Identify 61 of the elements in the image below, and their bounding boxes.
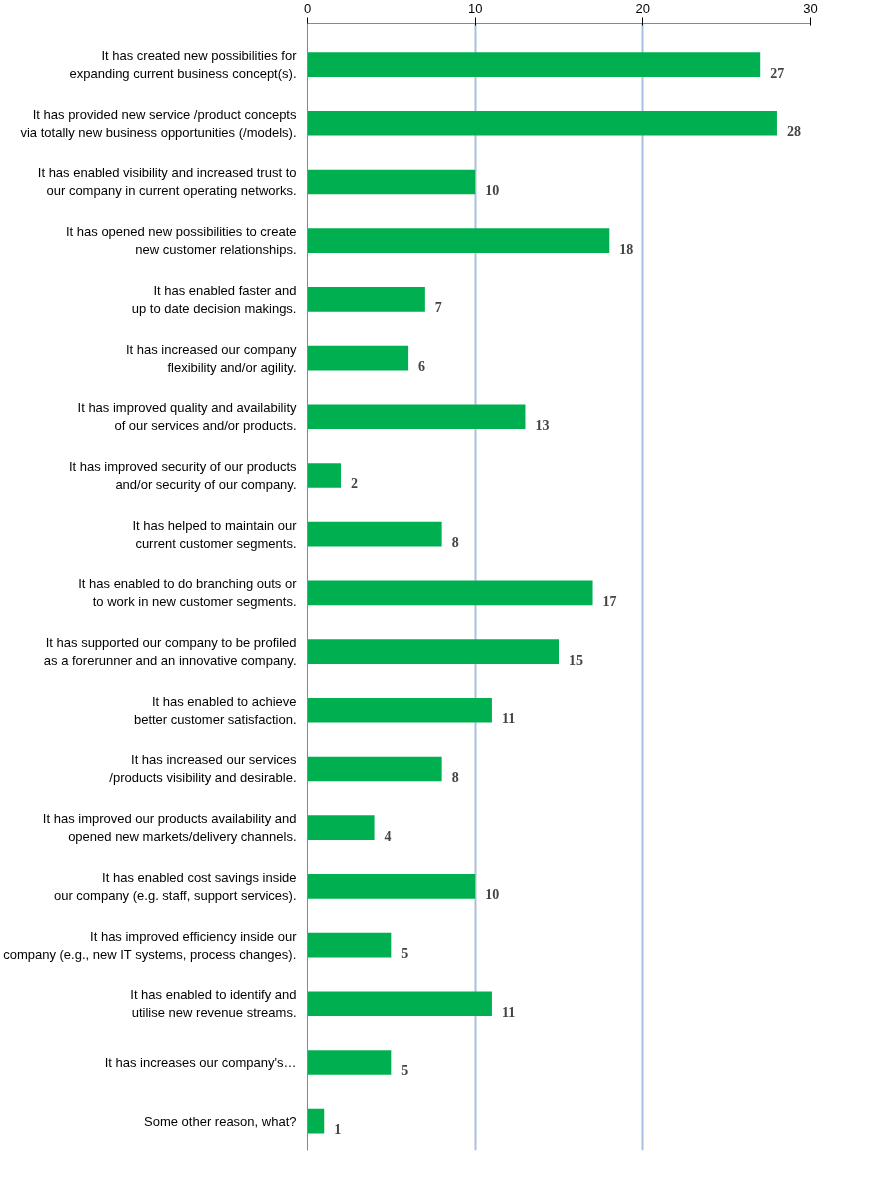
data-label: 10 (485, 182, 500, 198)
bar (307, 874, 476, 899)
y-tick-label: It has enabled to do branching outs or to work in new customer segments. (78, 576, 298, 610)
y-tick-label: It has enabled faster and up to date decision makings. (131, 282, 297, 316)
data-label: 2 (351, 476, 359, 492)
bar (307, 1108, 325, 1134)
y-tick-label: It has provided new service /product concepts via totally new business opportunities (/models). (20, 106, 297, 140)
data-label: 11 (501, 711, 516, 727)
data-label: 28 (786, 124, 801, 140)
y-tick-label: It has increased our services /products visibility and desirable. (109, 752, 297, 786)
data-label: 7 (434, 300, 442, 316)
data-label: 15 (569, 652, 583, 668)
y-tick-label: Some other reason, what? (144, 1113, 297, 1129)
y-tick-label: It has enabled visibility and increased trust to our company in current operating networks. (37, 165, 297, 199)
y-tick-label: It has improved security of our products and/or security of our company. (68, 458, 297, 492)
x-tick-label: 10 (467, 0, 483, 16)
bar (307, 815, 375, 840)
data-label: 17 (602, 593, 617, 609)
bar (307, 521, 442, 547)
bar (307, 169, 476, 195)
y-tick-label: It has opened new possibilities to create new customer relationships. (65, 224, 297, 258)
data-label: 1 (334, 1122, 342, 1138)
y-tick-label: It has improved our products availability and opened new markets/delivery channels. (42, 811, 297, 845)
data-label: 5 (401, 1063, 409, 1079)
bar (307, 991, 492, 1017)
data-label: 10 (485, 887, 500, 903)
bar (307, 697, 492, 723)
data-label: 11 (501, 1004, 516, 1020)
bar (307, 580, 593, 606)
x-tick-label: 20 (635, 0, 651, 16)
data-label: 18 (619, 241, 634, 257)
x-tick-label: 30 (803, 0, 818, 16)
data-label: 5 (401, 946, 409, 962)
bar (307, 1050, 392, 1075)
y-tick-label: It has increased our company flexibility and/or agility. (125, 341, 297, 375)
y-tick-label: It has helped to maintain our current customer segments. (132, 517, 298, 551)
data-label: 27 (770, 65, 785, 81)
y-tick-label: It has enabled cost savings inside our company (e.g. staff, support services). (53, 869, 297, 903)
data-label: 4 (384, 828, 392, 844)
y-tick-label: It has improved quality and availability of our services and/or products. (77, 400, 297, 434)
bar (307, 345, 409, 371)
bar (307, 756, 442, 782)
y-tick-label: It has created new possibilities for expanding current business concept(s). (69, 48, 298, 82)
data-label: 6 (418, 359, 426, 375)
data-label: 8 (451, 535, 459, 551)
y-tick-label: It has enabled to achieve better customer satisfaction. (133, 693, 297, 727)
bar (307, 463, 342, 488)
bar (307, 110, 777, 136)
data-label: 8 (451, 769, 459, 785)
y-tick-label: It has enabled to identify and utilise new revenue streams. (130, 987, 297, 1021)
bar (307, 228, 610, 254)
y-tick-label: It has increases our company's… (104, 1054, 297, 1070)
data-label: 13 (535, 417, 550, 433)
bar (307, 639, 559, 664)
bar (307, 404, 526, 430)
bar (307, 287, 425, 312)
bar (307, 932, 392, 958)
bar (307, 52, 761, 77)
y-tick-label: It has supported our company to be profiled as a forerunner and an innovative company. (43, 635, 297, 669)
x-tick-label: 0 (303, 0, 312, 16)
y-tick-label: It has improved efficiency inside our company (e.g., new IT systems, process changes). (3, 928, 298, 962)
